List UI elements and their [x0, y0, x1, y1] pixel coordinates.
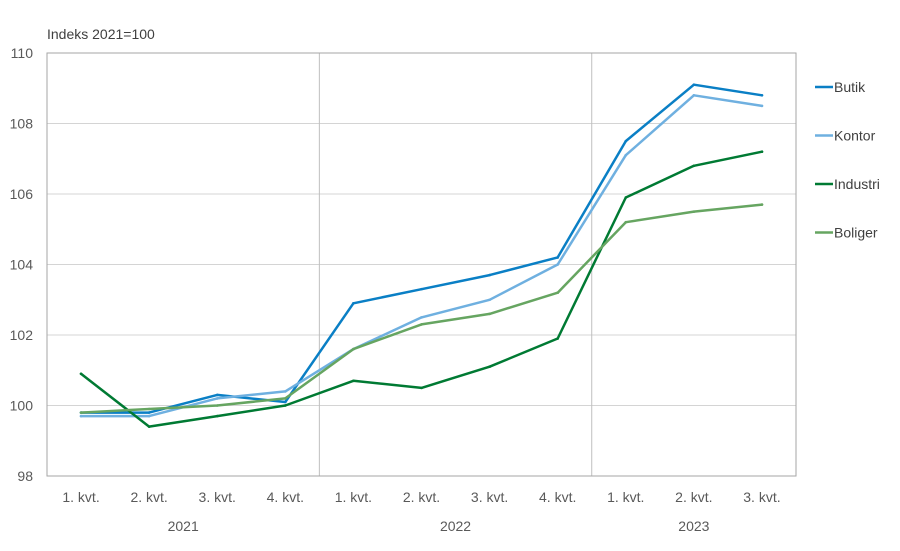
x-tick-label: 4. kvt. [539, 489, 576, 505]
legend-label: Kontor [834, 128, 876, 144]
data-point [284, 390, 287, 393]
data-point [556, 337, 559, 340]
y-tick-label: 98 [17, 468, 33, 484]
x-tick-label: 1. kvt. [62, 489, 99, 505]
data-point [284, 404, 287, 407]
legend-label: Industri [834, 176, 880, 192]
data-point [352, 301, 355, 305]
data-point [692, 94, 696, 97]
year-separators [318, 53, 593, 476]
x-tick-label: 2. kvt. [130, 489, 167, 505]
data-point [79, 411, 83, 414]
data-point [624, 153, 628, 157]
y-tick-label: 104 [10, 257, 34, 273]
y-tick-label: 110 [11, 45, 34, 61]
data-point [692, 164, 696, 168]
x-tick-label: 3. kvt. [743, 489, 780, 505]
y-axis-unit-label: Indeks 2021=100 [47, 26, 155, 42]
year-label: 2023 [678, 518, 709, 534]
data-point [147, 411, 151, 414]
series-line-butik [79, 83, 764, 414]
year-label: 2021 [168, 518, 199, 534]
series-lines [79, 83, 764, 428]
data-point [624, 220, 628, 224]
data-point [215, 404, 219, 407]
x-tick-label: 1. kvt. [607, 489, 644, 505]
data-point [284, 397, 287, 400]
data-point [556, 256, 559, 259]
data-point [556, 263, 559, 266]
data-point [79, 372, 83, 376]
x-tick-label: 3. kvt. [471, 489, 508, 505]
data-point [420, 323, 423, 326]
x-tick-label: 2. kvt. [675, 489, 712, 505]
legend-label: Butik [834, 79, 866, 95]
data-point [624, 196, 628, 199]
series-line-kontor [79, 94, 764, 418]
data-point [420, 386, 423, 390]
y-axis: 98 100 102 104 106 108 110 [10, 45, 34, 484]
data-point [147, 414, 151, 418]
x-axis: 1. kvt. 2. kvt. 3. kvt. 4. kvt. 1. kvt. 2. kv… [62, 489, 780, 505]
y-tick-label: 108 [10, 116, 34, 132]
x-tick-label: 2. kvt. [403, 489, 440, 505]
y-tick-label: 100 [10, 398, 34, 414]
data-point [760, 150, 764, 153]
data-point [692, 83, 696, 87]
data-point [147, 425, 151, 428]
data-point [352, 379, 355, 383]
x-tick-label: 1. kvt. [335, 489, 372, 505]
y-tick-label: 106 [10, 186, 34, 202]
data-point [488, 312, 491, 316]
year-label: 2022 [440, 518, 471, 534]
plot-area [46, 52, 797, 477]
data-point [284, 400, 287, 404]
data-point [352, 347, 355, 351]
data-point [488, 365, 491, 369]
data-point [488, 273, 491, 277]
data-point [556, 291, 559, 295]
data-point [215, 397, 219, 400]
data-point [692, 210, 696, 213]
data-point [79, 414, 83, 418]
legend-label: Boliger [834, 225, 878, 241]
x-axis-year-labels: 2021 2022 2023 [168, 518, 710, 534]
series-line-boliger [79, 203, 764, 414]
data-point [147, 407, 151, 411]
y-tick-label: 102 [10, 327, 34, 343]
data-point [760, 203, 764, 206]
data-point [760, 94, 764, 97]
data-point [760, 104, 764, 108]
data-point [624, 139, 628, 143]
data-point [420, 287, 423, 291]
legend: Butik Kontor Industri Boliger [815, 79, 880, 241]
data-point [215, 393, 219, 397]
data-point [215, 414, 219, 418]
data-point [488, 298, 491, 302]
data-point [420, 316, 423, 319]
x-tick-label: 4. kvt. [267, 489, 304, 505]
x-tick-label: 3. kvt. [199, 489, 236, 505]
